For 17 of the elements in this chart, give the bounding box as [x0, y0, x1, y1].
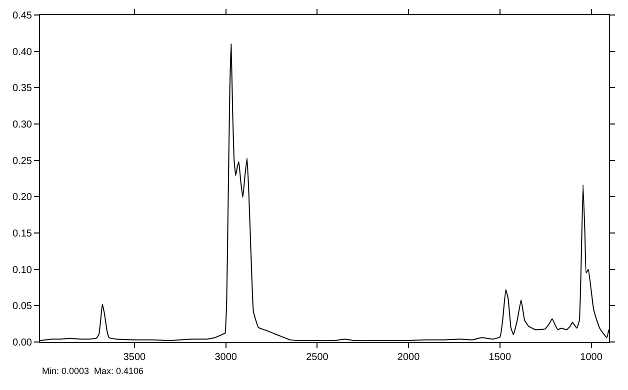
y-tick-label: 0.45	[12, 10, 32, 22]
x-tick-label: 3000	[214, 352, 238, 363]
y-tick-label: 0.40	[12, 46, 32, 58]
y-tick-label: 0.20	[12, 192, 32, 204]
x-tick-label: 1000	[580, 352, 603, 363]
y-tick-label: 0.10	[12, 264, 32, 276]
y-tick-label: 0.25	[12, 156, 32, 167]
y-tick-label: 0.35	[12, 83, 32, 94]
y-tick-label: 0.15	[12, 228, 32, 240]
x-tick-label: 2000	[397, 352, 420, 363]
y-tick-label: 0.30	[12, 120, 32, 130]
y-tick-label: 0.00	[12, 338, 32, 348]
text: Min: 0.0003 Max: 0.4106	[42, 366, 144, 376]
y-tick-label: 0.05	[12, 301, 32, 312]
x-tick-label: 2500	[306, 352, 329, 363]
x-tick-label: 1500	[488, 352, 512, 363]
x-tick-label: 3500	[123, 352, 146, 363]
